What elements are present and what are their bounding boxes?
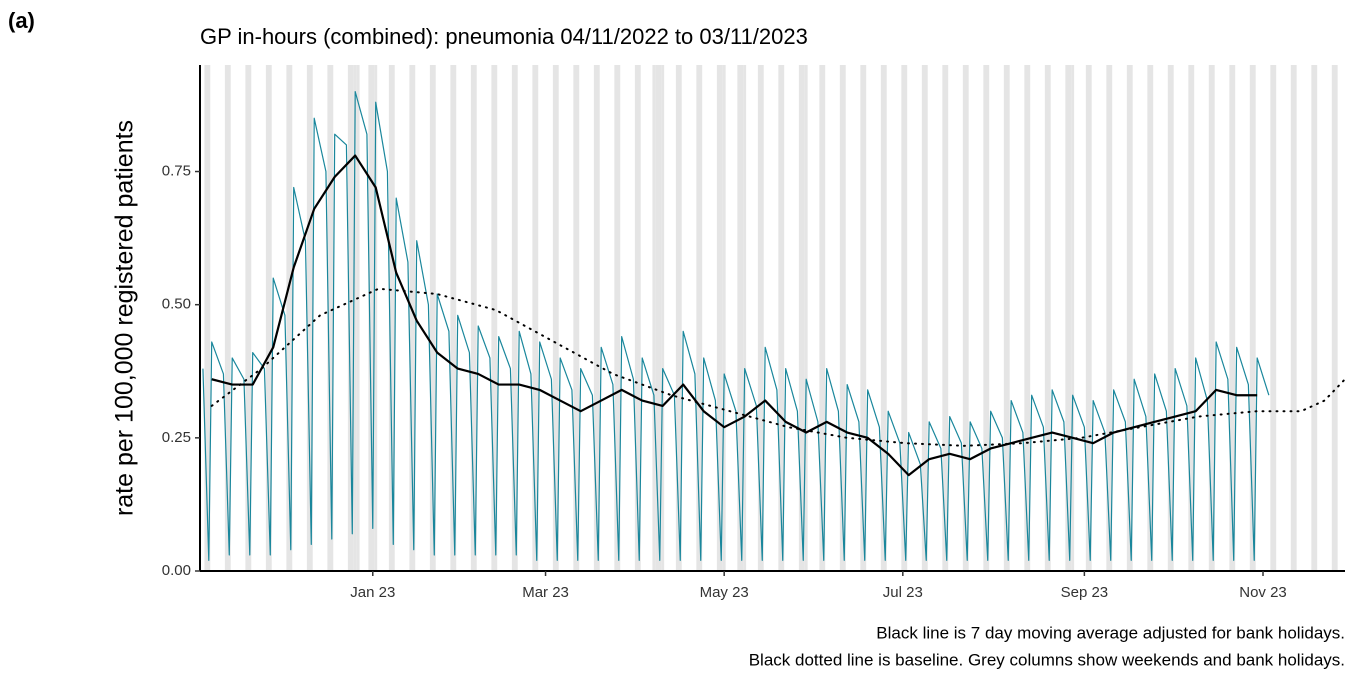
weekend-column xyxy=(901,65,908,571)
weekend-column xyxy=(265,65,272,571)
bank-holiday-column xyxy=(1071,65,1075,571)
bank-holiday-column xyxy=(743,65,747,571)
weekend-column xyxy=(593,65,600,571)
weekend-column xyxy=(1311,65,1318,571)
weekend-column xyxy=(450,65,457,571)
shaded-columns xyxy=(204,65,1338,571)
weekend-column xyxy=(368,65,375,571)
weekend-column xyxy=(983,65,990,571)
axes: 0.00 0.25 0.50 0.75 Jan 23 Mar 23 May 23 Jul 23… xyxy=(162,65,1345,601)
weekend-column xyxy=(1188,65,1195,571)
x-tick-label: Nov 23 xyxy=(1239,584,1287,601)
bank-holiday-column xyxy=(661,65,665,571)
weekend-column xyxy=(716,65,723,571)
weekend-column xyxy=(552,65,559,571)
weekend-column xyxy=(1003,65,1010,571)
weekend-column xyxy=(224,65,231,571)
series-line xyxy=(210,287,1346,447)
weekend-column xyxy=(1167,65,1174,571)
x-tick-label: Mar 23 xyxy=(522,584,569,601)
weekend-column xyxy=(1270,65,1277,571)
series-line xyxy=(211,154,1258,477)
weekend-column xyxy=(962,65,969,571)
weekend-column xyxy=(286,65,293,571)
weekend-column xyxy=(470,65,477,571)
weekend-column xyxy=(819,65,826,571)
note: Black line is 7 day moving average adjus… xyxy=(876,623,1345,642)
weekend-column xyxy=(860,65,867,571)
weekend-column xyxy=(491,65,498,571)
weekend-column xyxy=(1024,65,1031,571)
weekend-column xyxy=(1290,65,1297,571)
y-axis-label: rate per 100,000 registered patients xyxy=(111,120,139,516)
weekend-column xyxy=(675,65,682,571)
bank-holiday-column xyxy=(356,65,360,571)
x-tick-label: Sep 23 xyxy=(1061,584,1109,601)
weekend-column xyxy=(1208,65,1215,571)
weekend-column xyxy=(1147,65,1154,571)
weekend-column xyxy=(614,65,621,571)
weekend-column xyxy=(634,65,641,571)
weekend-column xyxy=(204,65,211,571)
weekend-column xyxy=(573,65,580,571)
weekend-column xyxy=(1044,65,1051,571)
note: Black dotted line is baseline. Grey colu… xyxy=(749,650,1345,669)
y-tick-label: 0.00 xyxy=(162,562,191,579)
series-line xyxy=(202,91,1270,561)
chart-title: GP in-hours (combined): pneumonia 04/11/… xyxy=(200,24,808,49)
weekend-column xyxy=(429,65,436,571)
weekend-column xyxy=(798,65,805,571)
weekend-column xyxy=(409,65,416,571)
weekend-column xyxy=(1249,65,1256,571)
panel-label: (a) xyxy=(8,8,35,33)
weekend-column xyxy=(1126,65,1133,571)
x-tick-label: Jul 23 xyxy=(883,584,923,601)
weekend-column xyxy=(655,65,662,571)
bank-holiday-column xyxy=(374,65,378,571)
bank-holiday-column xyxy=(353,65,357,571)
weekend-column xyxy=(306,65,313,571)
x-tick-label: Jan 23 xyxy=(350,584,395,601)
bank-holiday-column xyxy=(722,65,726,571)
bank-holiday-column xyxy=(652,65,656,571)
weekend-column xyxy=(245,65,252,571)
weekend-column xyxy=(757,65,764,571)
lines xyxy=(202,91,1346,561)
weekend-column xyxy=(347,65,354,571)
weekend-column xyxy=(942,65,949,571)
y-tick-label: 0.25 xyxy=(162,429,191,446)
weekend-column xyxy=(388,65,395,571)
weekend-column xyxy=(737,65,744,571)
weekend-column xyxy=(921,65,928,571)
weekend-column xyxy=(1229,65,1236,571)
bank-holiday-column xyxy=(804,65,808,571)
weekend-column xyxy=(778,65,785,571)
y-tick-label: 0.75 xyxy=(162,162,191,179)
weekend-column xyxy=(1106,65,1113,571)
x-tick-label: May 23 xyxy=(700,584,749,601)
weekend-column xyxy=(880,65,887,571)
y-tick-label: 0.50 xyxy=(162,296,191,313)
weekend-column xyxy=(1065,65,1072,571)
weekend-column xyxy=(532,65,539,571)
weekend-column xyxy=(696,65,703,571)
weekend-column xyxy=(1085,65,1092,571)
weekend-column xyxy=(327,65,334,571)
weekend-column xyxy=(839,65,846,571)
weekend-column xyxy=(1331,65,1338,571)
weekend-column xyxy=(511,65,518,571)
